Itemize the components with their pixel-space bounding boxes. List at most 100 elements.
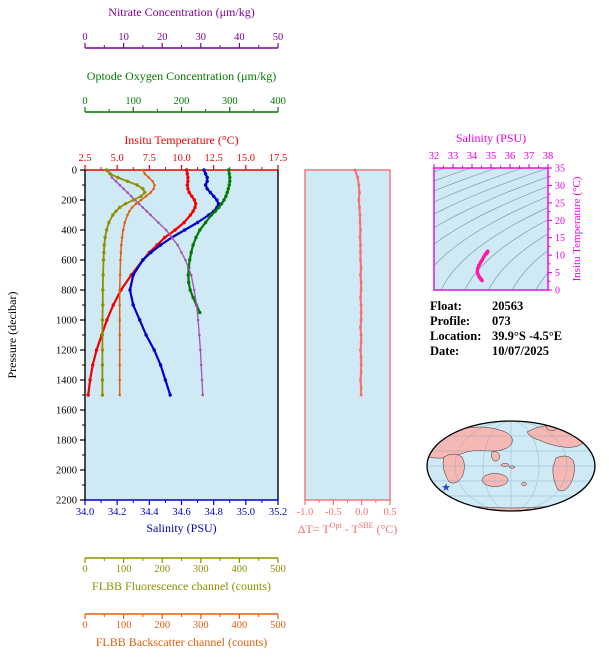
data-point: [107, 220, 111, 225]
data-point: [183, 228, 187, 232]
data-point: [100, 348, 105, 352]
data-point: [227, 172, 231, 176]
data-point: [116, 175, 120, 180]
data-point: [198, 310, 202, 315]
data-point: [216, 202, 221, 206]
data-point: [359, 393, 363, 397]
series-line: [101, 169, 146, 395]
map-land-africa: [442, 453, 465, 484]
data-point: [111, 213, 115, 217]
data-point: [199, 348, 202, 352]
info-value: 073: [492, 314, 511, 328]
data-point: [114, 209, 118, 213]
data-point: [359, 318, 363, 322]
tick-label: 100: [116, 620, 132, 631]
tick-label: 30: [196, 32, 207, 43]
data-point: [118, 393, 121, 397]
tick-label: 1000: [56, 316, 77, 327]
data-point: [358, 213, 362, 217]
data-point: [219, 202, 224, 206]
data-point: [203, 183, 208, 187]
data-point: [102, 250, 106, 255]
data-point: [143, 172, 147, 176]
tick-label: 33: [448, 151, 459, 162]
tick-label: 200: [154, 564, 170, 575]
tick-label: 10.0: [172, 153, 190, 164]
info-row-profile: Profile: 073: [430, 314, 562, 329]
data-point: [191, 243, 195, 247]
data-point: [152, 187, 155, 191]
data-point: [227, 183, 231, 187]
data-point: [143, 190, 147, 195]
data-point: [126, 191, 129, 194]
data-point: [102, 243, 107, 247]
data-point: [208, 190, 213, 195]
data-point: [475, 266, 480, 271]
tick-label: 100: [116, 564, 132, 575]
data-point: [118, 183, 121, 187]
data-point: [163, 378, 168, 382]
tick-label: 34: [467, 151, 478, 162]
data-point: [195, 303, 198, 307]
data-point: [359, 386, 363, 389]
data-point: [186, 179, 190, 183]
data-point: [186, 175, 190, 180]
contour-line: [434, 168, 548, 215]
data-point: [153, 183, 156, 187]
tick-label: 300: [193, 564, 209, 575]
tick-label: 30: [555, 181, 565, 192]
data-point: [151, 180, 154, 183]
data-point: [131, 303, 135, 307]
series-line: [87, 169, 197, 396]
data-point: [193, 205, 197, 210]
axis-title: Salinity (PSU): [456, 131, 526, 145]
data-point: [199, 363, 203, 367]
data-point: [152, 348, 156, 352]
data-point: [184, 168, 189, 172]
tick-label: 34.8: [204, 507, 222, 518]
data-point: [189, 250, 193, 255]
tick-label: 1600: [56, 406, 77, 417]
data-point: [119, 251, 123, 254]
tick-label: 34.6: [172, 507, 190, 518]
data-point: [359, 348, 362, 352]
data-point: [101, 288, 105, 292]
data-point: [168, 393, 172, 397]
tick-label: 0: [72, 166, 77, 177]
tick-label: 35.0: [237, 507, 255, 518]
info-label: Profile:: [430, 314, 471, 328]
data-point: [100, 378, 105, 382]
data-point: [110, 176, 114, 179]
data-point: [195, 220, 200, 225]
tick-label: 36: [505, 151, 516, 162]
tick-label: 38: [543, 151, 554, 162]
tick-label: 34.2: [108, 507, 126, 518]
info-label: Float:: [430, 299, 462, 313]
data-point: [121, 228, 125, 232]
data-point: [205, 187, 209, 191]
data-point: [131, 198, 135, 202]
data-point: [217, 205, 221, 210]
tick-label: 0: [555, 286, 560, 297]
location-marker: ★: [441, 482, 451, 494]
info-value: 20563: [492, 299, 524, 313]
data-point: [103, 235, 107, 240]
data-point: [118, 288, 121, 292]
data-point: [227, 168, 231, 172]
data-point: [118, 303, 121, 307]
data-point: [224, 194, 228, 198]
data-point: [222, 198, 226, 202]
data-point: [205, 175, 209, 180]
data-point: [185, 183, 189, 187]
data-point: [100, 318, 105, 322]
data-point: [149, 191, 152, 194]
data-point: [122, 187, 125, 191]
float-info: Float: 20563 Profile: 073 Location: 39.9°S …: [430, 299, 562, 359]
ts-track: [475, 249, 490, 283]
data-point: [357, 191, 361, 194]
data-point: [359, 371, 363, 374]
contour-line: [434, 186, 548, 245]
series-delta-t: [353, 168, 363, 397]
